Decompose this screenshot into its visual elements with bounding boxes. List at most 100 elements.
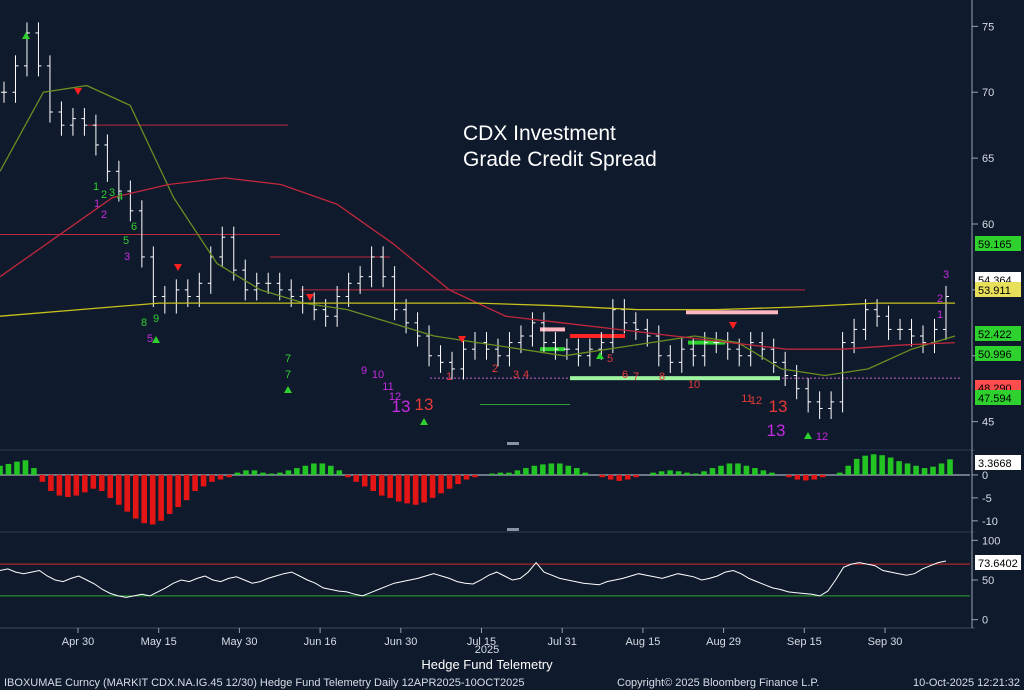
macd-histogram-bar	[192, 474, 198, 491]
macd-histogram-bar	[48, 474, 54, 491]
sequential-count-label: 4	[117, 191, 123, 203]
ohlc-bar	[265, 272, 272, 294]
macd-histogram-bar	[930, 466, 936, 475]
last-price-badge-box	[975, 326, 1021, 341]
chart-title-line-1: CDX Investment	[463, 122, 616, 145]
macd-histogram-bar	[667, 470, 673, 475]
macd-histogram-bar	[226, 474, 232, 478]
ohlc-bar	[380, 246, 387, 288]
ohlc-bar	[690, 338, 697, 367]
macd-y-tick-label: 0	[982, 470, 988, 482]
sequential-count-label: 3	[109, 187, 115, 199]
last-price-badge-label: 52.422	[978, 329, 1012, 341]
sequential-count-label: 7	[285, 369, 291, 381]
macd-histogram-bar	[429, 474, 436, 498]
macd-histogram-bar	[803, 474, 809, 481]
macd-histogram-bar	[794, 474, 801, 480]
last-price-badge-box	[975, 390, 1021, 405]
last-price-badge-label: 53.911	[978, 285, 1011, 297]
macd-histogram-bar	[336, 470, 343, 475]
macd-histogram-bar	[896, 461, 902, 475]
rsi-last-badge-box	[975, 555, 1021, 570]
ohlc-bar	[816, 391, 823, 420]
ohlc-bar	[747, 332, 754, 367]
ohlc-bar	[334, 285, 341, 327]
ohlc-bar	[368, 246, 375, 288]
macd-histogram-bar	[404, 474, 410, 504]
macd-histogram-bar	[455, 474, 461, 485]
macd-histogram-bar	[870, 454, 877, 475]
ohlc-bar	[770, 338, 777, 373]
ohlc-bar	[92, 114, 99, 156]
sequential-count-label: 2	[101, 189, 107, 201]
macd-histogram-bar	[132, 474, 139, 519]
buy-signal-arrow-icon	[420, 418, 428, 425]
sequential-count-label: 1	[446, 371, 452, 383]
macd-histogram-bar	[387, 474, 393, 498]
rsi-last-badge: 73.6402	[975, 555, 1021, 570]
x-tick-label: May 15	[141, 636, 177, 648]
x-tick-label: Jul 31	[548, 636, 577, 648]
macd-histogram-bar	[565, 465, 572, 475]
macd-histogram-bar	[760, 470, 767, 475]
ohlc-bar	[506, 332, 513, 367]
ohlc-bar	[805, 378, 812, 413]
macd-histogram-bar	[726, 463, 733, 475]
macd-histogram-bar	[56, 474, 63, 496]
ohlc-bar	[828, 391, 835, 420]
sell-signal-arrow-icon	[306, 294, 314, 301]
sequential-count-label: 1	[937, 309, 943, 321]
ohlc-bar	[127, 180, 134, 222]
ohlc-bar	[426, 325, 433, 367]
macd-histogram-bar	[573, 468, 580, 475]
ohlc-bar	[81, 108, 88, 136]
ohlc-bar	[920, 325, 927, 354]
last-price-badge-label: 47.594	[978, 393, 1012, 405]
ohlc-bar	[529, 312, 536, 347]
ohlc-bar	[540, 312, 547, 354]
last-price-badge-label: 59.165	[978, 239, 1012, 251]
ohlc-bar	[563, 338, 570, 360]
macd-histogram-bar	[268, 473, 275, 475]
ohlc-bar	[35, 22, 42, 77]
macd-histogram-bar	[107, 474, 114, 498]
macd-histogram-bar	[141, 474, 147, 524]
ohlc-bar	[288, 279, 295, 308]
ohlc-bar	[23, 22, 30, 77]
sequential-count-label: 1	[94, 198, 100, 210]
x-tick-label: Sep 15	[787, 636, 822, 648]
sequential-count-label: 2	[101, 209, 107, 221]
ohlc-bar	[483, 332, 490, 360]
macd-histogram-bar	[836, 472, 843, 475]
macd-histogram-bar	[650, 472, 656, 475]
sequential-count-label: 5	[147, 333, 153, 345]
macd-histogram-bar	[853, 458, 860, 475]
ohlc-bar	[621, 299, 628, 334]
macd-histogram-bar	[658, 471, 665, 475]
macd-last-badge-box	[975, 455, 1021, 470]
buy-signal-arrow-icon	[152, 336, 160, 343]
last-price-badge-box	[975, 346, 1021, 361]
ohlc-bar	[138, 200, 145, 268]
macd-histogram-bar	[251, 470, 258, 475]
macd-histogram-bar	[913, 465, 919, 475]
ohlc-bar	[12, 55, 19, 103]
x-year-label: 2025	[475, 644, 499, 656]
sequential-count-label: 5	[607, 353, 613, 365]
x-tick-label: Apr 30	[62, 636, 94, 648]
rsi-y-tick-label: 100	[982, 535, 1000, 547]
sequential-count-label: 10	[688, 379, 700, 391]
macd-histogram-bar	[421, 474, 427, 503]
ohlc-bar	[345, 272, 352, 308]
sequential-count-label: 12	[750, 395, 762, 407]
sequential-count-label: 3	[124, 251, 130, 263]
sequential-count-label: 1	[93, 181, 99, 193]
sell-signal-arrow-icon	[729, 322, 737, 329]
level-bar	[540, 327, 565, 332]
rsi-y-tick-label: 0	[982, 615, 988, 627]
ohlc-bar	[1, 81, 7, 103]
last-price-badge: 53.911	[975, 282, 1021, 297]
macd-histogram-bar	[260, 472, 266, 475]
price-y-tick-label: 75	[982, 21, 994, 33]
